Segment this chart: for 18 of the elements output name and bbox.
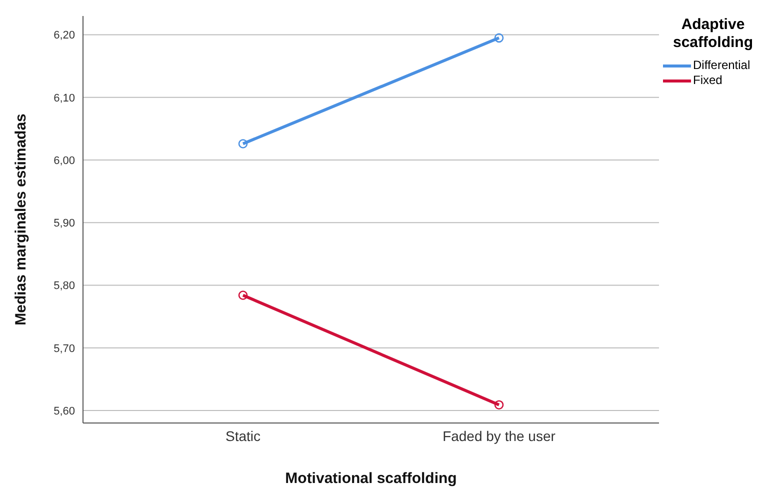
point <box>494 400 504 410</box>
y-tick-label: 6,20 <box>54 30 75 42</box>
y-tick-label: 5,80 <box>54 280 75 292</box>
legend-title: Adaptive scaffolding <box>672 16 754 52</box>
x-tick-label: Static <box>225 428 261 444</box>
y-tick-label: 5,60 <box>54 405 75 418</box>
point <box>494 33 504 43</box>
legend-label: Differential <box>693 58 750 73</box>
x-tick-label: Faded by the user <box>442 428 556 444</box>
legend-label: Fixed <box>693 73 722 88</box>
y-tick-label: 5,70 <box>54 342 75 355</box>
y-axis-title: Medias marginales estimadas <box>12 114 30 326</box>
y-tick-label: 6,10 <box>54 92 75 104</box>
point <box>238 290 248 300</box>
y-tick-label: 5,90 <box>54 218 75 230</box>
point <box>238 139 248 148</box>
x-axis-title: Motivational scaffolding <box>285 470 457 487</box>
y-tick-label: 6,00 <box>54 154 75 167</box>
